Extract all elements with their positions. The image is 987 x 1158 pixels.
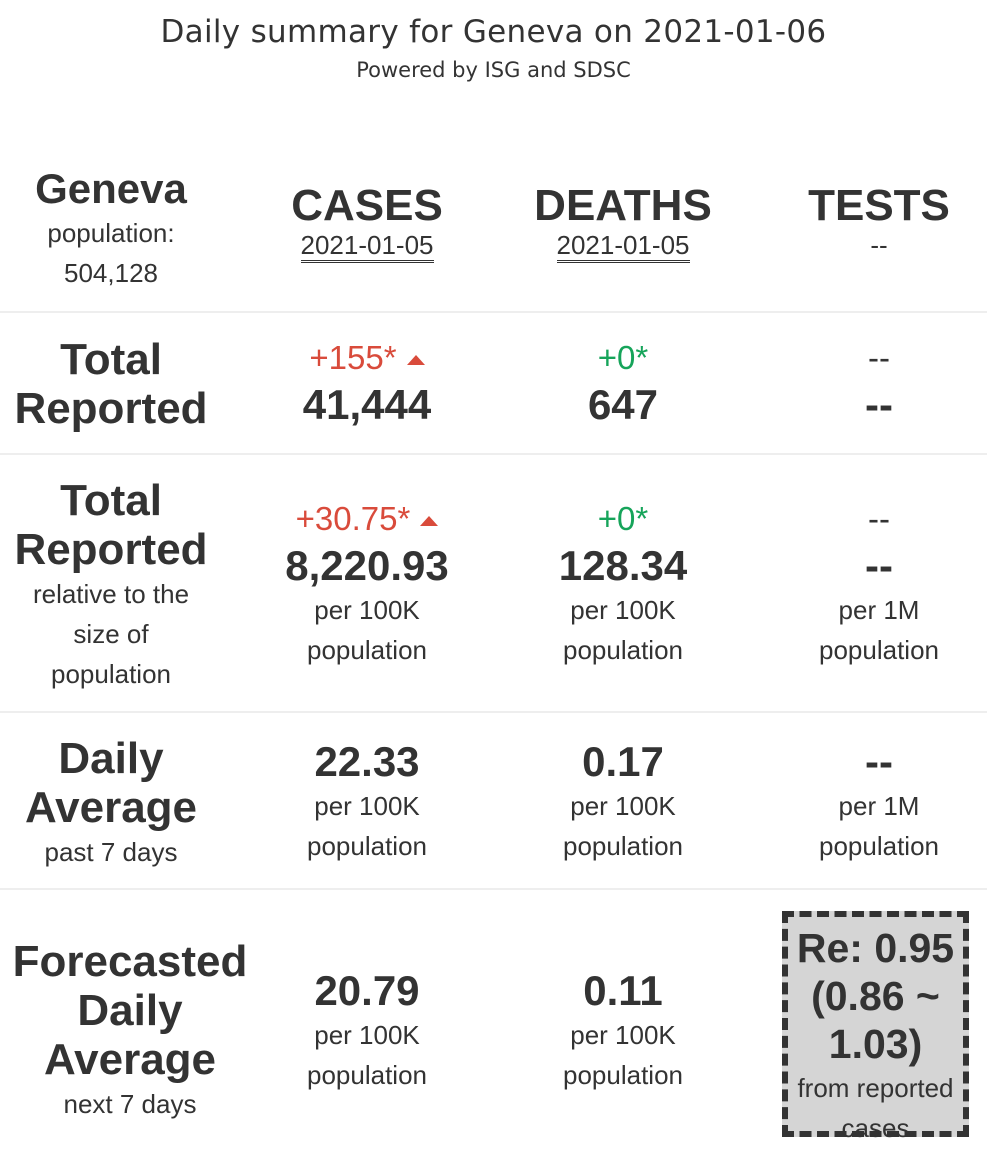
unit-label: per 100K: [570, 1020, 676, 1050]
tests-date: --: [870, 230, 888, 260]
cases-column-header: CASES 2021-01-05: [240, 182, 494, 263]
triangle-up-icon: [406, 355, 425, 366]
relative-tests-cell: -- -- per 1M population: [752, 496, 987, 670]
population-value: 504,128: [64, 258, 158, 288]
row-label-line: Total: [60, 335, 162, 384]
daily-average-label: Daily Average past 7 days: [0, 734, 222, 872]
row-divider: [0, 453, 987, 455]
forecast-label: Forecasted Daily Average next 7 days: [0, 937, 260, 1124]
unit-label: per 1M: [838, 595, 920, 625]
unit-label: per 100K: [314, 791, 420, 821]
daily-deaths-cell: 0.17 per 100K population: [496, 738, 750, 866]
region-name: Geneva: [35, 165, 187, 212]
cases-delta-text: +155*: [309, 339, 397, 376]
row-sublabel: relative to the: [32, 579, 190, 609]
reproduction-number-box: Re: 0.95 (0.86 ~ 1.03) from reported cas…: [782, 911, 969, 1143]
row-divider: [0, 888, 987, 890]
deaths-delta: +0*: [597, 500, 649, 537]
re-source: from reported: [797, 1073, 954, 1103]
deaths-column-header: DEATHS 2021-01-05: [496, 182, 750, 263]
unit-label: per 100K: [570, 791, 676, 821]
triangle-up-icon: [420, 516, 439, 527]
row-divider: [0, 711, 987, 713]
row-label-line: Reported: [14, 525, 208, 574]
cases-header-label: CASES: [291, 181, 443, 230]
unit-label: per 100K: [314, 595, 420, 625]
tests-daily-value: --: [865, 738, 893, 785]
unit-label: per 1M: [838, 791, 920, 821]
tests-header-label: TESTS: [808, 181, 950, 230]
forecast-cases-cell: 20.79 per 100K population: [240, 967, 494, 1095]
tests-relative-value: --: [865, 542, 893, 589]
cases-date-link[interactable]: 2021-01-05: [300, 230, 434, 263]
row-divider: [0, 311, 987, 313]
row-label-line: Daily: [58, 734, 164, 783]
row-sublabel: population: [51, 659, 171, 689]
unit-label: population: [307, 831, 427, 861]
cases-delta-text: +30.75*: [295, 500, 411, 537]
population-label: population:: [47, 218, 175, 248]
re-source: cases: [841, 1113, 910, 1143]
tests-column-header: TESTS --: [752, 181, 987, 261]
deaths-header-label: DEATHS: [534, 181, 712, 230]
daily-tests-cell: -- per 1M population: [752, 738, 987, 866]
deaths-daily-value: 0.17: [582, 738, 664, 785]
row-label-line: Daily: [77, 986, 183, 1035]
total-reported-label: Total Reported: [0, 335, 222, 433]
row-label-line: Reported: [14, 384, 208, 433]
cases-forecast-value: 20.79: [314, 967, 420, 1014]
unit-label: population: [819, 635, 939, 665]
total-deaths-cell: +0* 647: [496, 335, 750, 429]
total-tests-cell: -- --: [752, 335, 987, 429]
relative-deaths-cell: +0* 128.34 per 100K population: [496, 496, 750, 670]
deaths-delta: +0*: [597, 339, 649, 376]
unit-label: population: [563, 635, 683, 665]
row-label-line: Average: [24, 783, 198, 832]
deaths-forecast-value: 0.11: [583, 967, 663, 1014]
page-title: Daily summary for Geneva on 2021-01-06: [160, 14, 827, 50]
unit-label: population: [563, 831, 683, 861]
row-label-line: Forecasted: [12, 937, 248, 986]
forecast-deaths-cell: 0.11 per 100K population: [496, 967, 750, 1095]
tests-total-value: --: [865, 381, 893, 428]
deaths-relative-value: 128.34: [558, 542, 688, 589]
daily-cases-cell: 22.33 per 100K population: [240, 738, 494, 866]
cases-daily-value: 22.33: [314, 738, 420, 785]
tests-delta: --: [868, 339, 890, 376]
row-sublabel: past 7 days: [44, 837, 178, 867]
unit-label: population: [307, 635, 427, 665]
deaths-date-link[interactable]: 2021-01-05: [556, 230, 690, 263]
re-interval: (0.86 ~: [811, 973, 940, 1019]
unit-label: per 100K: [314, 1020, 420, 1050]
unit-label: population: [307, 1060, 427, 1090]
relative-label: Total Reported relative to the size of p…: [0, 476, 222, 694]
tests-delta: --: [868, 500, 890, 537]
relative-cases-cell: +30.75* 8,220.93 per 100K population: [240, 496, 494, 670]
cases-relative-value: 8,220.93: [285, 542, 449, 589]
re-interval: 1.03): [828, 1021, 923, 1067]
row-label-line: Total: [60, 476, 162, 525]
region-header: Geneva population: 504,128: [0, 164, 222, 293]
unit-label: per 100K: [570, 595, 676, 625]
cases-delta: +155*: [240, 335, 494, 381]
unit-label: population: [819, 831, 939, 861]
cases-delta: +30.75*: [240, 496, 494, 542]
total-cases-cell: +155* 41,444: [240, 335, 494, 429]
row-label-line: Average: [43, 1035, 217, 1084]
unit-label: population: [563, 1060, 683, 1090]
re-value: Re: 0.95: [796, 925, 955, 971]
row-sublabel: size of: [73, 619, 149, 649]
deaths-total-value: 647: [587, 381, 659, 428]
page-subtitle: Powered by ISG and SDSC: [356, 58, 631, 82]
cases-total-value: 41,444: [302, 381, 432, 428]
row-sublabel: next 7 days: [63, 1089, 197, 1119]
